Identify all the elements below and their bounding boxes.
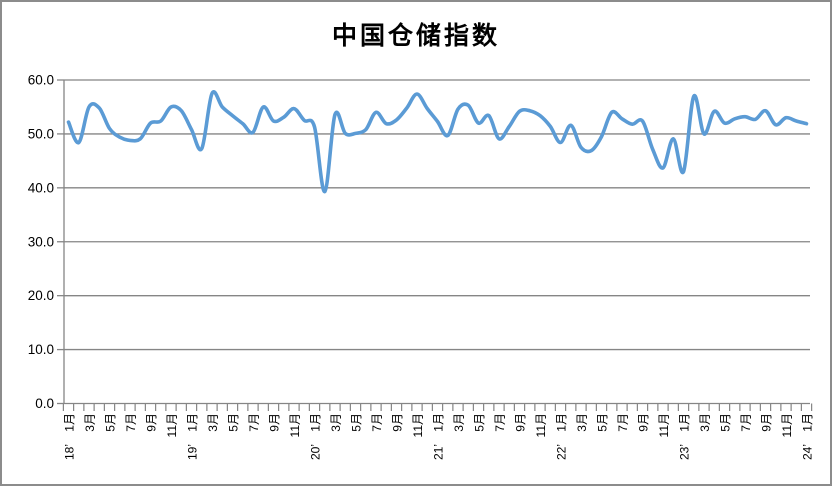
y-tick-label: 0.0 [35,396,54,411]
y-tick-label: 10.0 [28,342,54,357]
x-tick-label: 1月 [309,413,323,432]
x-ticks [62,403,813,411]
x-tick-label: 9月 [145,413,159,432]
year-label: 24’ [801,444,815,460]
x-tick-label: 5月 [596,413,610,432]
y-tick-label: 30.0 [28,234,54,249]
y-gridlines [64,79,810,351]
y-tick-label: 40.0 [28,180,54,195]
x-tick-label: 11月 [657,413,671,437]
x-tick-labels: 1月 3月 5月 7月 9月 11月 1月 3月 5月 7月 9月 11月 1月 3月 5月 7月 9月 11月 1… [63,413,815,437]
year-label: 22’ [555,444,569,460]
x-tick-label: 9月 [391,413,405,432]
index-line-series [66,90,809,194]
index-line [66,90,809,194]
chart-title: 中国仓储指数 [331,22,500,50]
x-tick-label: 3月 [329,413,343,432]
x-tick-label: 11月 [165,413,179,437]
x-tick-label: 9月 [637,413,651,432]
x-tick-label: 3月 [575,413,589,432]
y-tick-label: 20.0 [28,288,54,303]
y-axis-labels: 0.0 10.0 20.0 30.0 40.0 50.0 60.0 [28,73,64,411]
x-tick-label: 1月 [432,413,446,432]
x-tick-label: 3月 [83,413,97,432]
x-tick-label: 1月 [186,413,200,432]
x-tick-label: 9月 [268,413,282,432]
x-tick-label: 5月 [473,413,487,432]
x-tick-label: 7月 [247,413,261,432]
x-tick-label: 11月 [411,413,425,437]
x-tick-label: 5月 [350,413,364,432]
x-tick-label: 9月 [760,413,774,432]
x-tick-label: 3月 [452,413,466,432]
x-tick-label: 7月 [493,413,507,432]
x-tick-label: 7月 [739,413,753,432]
x-tick-label: 1月 [678,413,692,432]
year-label: 23’ [678,444,692,460]
x-tick-label: 11月 [534,413,548,437]
x-tick-label: 5月 [227,413,241,432]
x-tick-label: 9月 [514,413,528,432]
y-tick-label: 60.0 [28,73,54,88]
x-tick-label: 7月 [616,413,630,432]
year-label: 19’ [186,444,200,460]
x-tick-label: 7月 [370,413,384,432]
x-tick-label: 7月 [124,413,138,432]
y-tick-label: 50.0 [28,126,54,141]
x-tick-label: 3月 [698,413,712,432]
year-label: 20’ [309,444,323,460]
x-tick-label: 1月 [555,413,569,432]
x-tick-label: 11月 [780,413,794,437]
x-tick-label: 11月 [288,413,302,437]
x-tick-label: 5月 [719,413,733,432]
x-tick-label: 5月 [104,413,118,432]
year-labels: 18’ 19’ 20’ 21’ 22’ 23’ 24’ [63,444,815,460]
x-tick-label: 1月 [63,413,77,432]
x-tick-label: 1月 [801,413,815,432]
year-label: 18’ [63,444,77,460]
year-label: 21’ [432,444,446,460]
x-tick-label: 3月 [206,413,220,432]
